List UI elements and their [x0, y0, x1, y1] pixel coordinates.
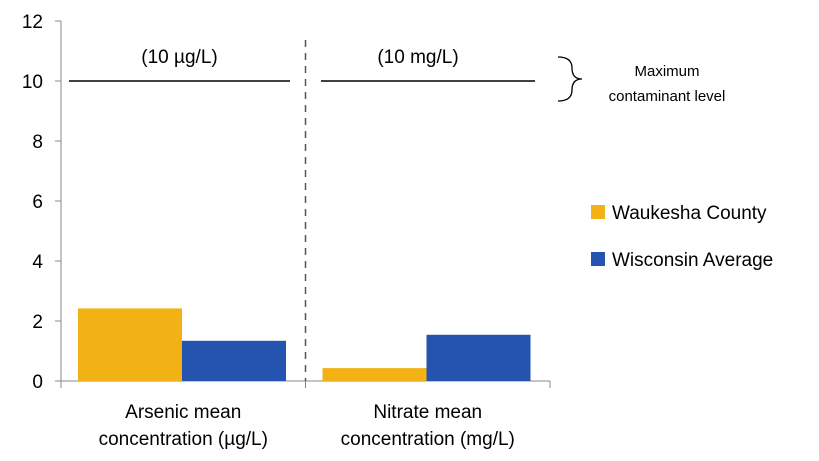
y-tick-label: 10	[22, 72, 43, 93]
x-category-label: Arsenic mean concentration (µg/L)	[99, 402, 268, 450]
bars	[78, 308, 531, 381]
legend-label: Wisconsin Average	[612, 250, 773, 271]
y-tick-label: 4	[32, 252, 43, 273]
legend: Waukesha County Wisconsin Average	[591, 203, 773, 271]
mcl-annotation: Maximum contaminant level	[609, 63, 726, 105]
y-tick-label: 2	[32, 312, 43, 333]
x-category-label-line: Arsenic mean	[125, 402, 241, 423]
brace-icon	[557, 56, 583, 102]
legend-swatch	[591, 205, 605, 219]
x-category-label-line: Nitrate mean	[373, 402, 482, 423]
legend-swatch	[591, 252, 605, 266]
x-category-label-line: concentration (µg/L)	[99, 429, 268, 450]
y-tick-label: 12	[22, 12, 43, 33]
y-tick-label: 8	[32, 132, 43, 153]
mcl-annotation-line: Maximum	[634, 63, 699, 80]
mcl-annotation-line: contaminant level	[609, 88, 726, 105]
legend-label: Waukesha County	[612, 203, 767, 224]
mcl-label: (10 µg/L)	[141, 47, 217, 68]
bar	[78, 308, 182, 381]
mcl-label: (10 mg/L)	[377, 47, 458, 68]
bar	[182, 340, 286, 381]
x-category-label: Nitrate mean concentration (mg/L)	[341, 402, 515, 450]
bar	[426, 334, 531, 381]
axes: 0 2 4 6 8 10 12 Arsenic mean concentration (µg/L…	[22, 12, 551, 450]
x-category-label-line: concentration (mg/L)	[341, 429, 515, 450]
y-tick-label: 0	[32, 372, 43, 393]
reference-lines: (10 µg/L) (10 mg/L) Maximum contaminant lev…	[69, 40, 725, 381]
bar	[322, 368, 427, 381]
y-tick-label: 6	[32, 192, 43, 213]
